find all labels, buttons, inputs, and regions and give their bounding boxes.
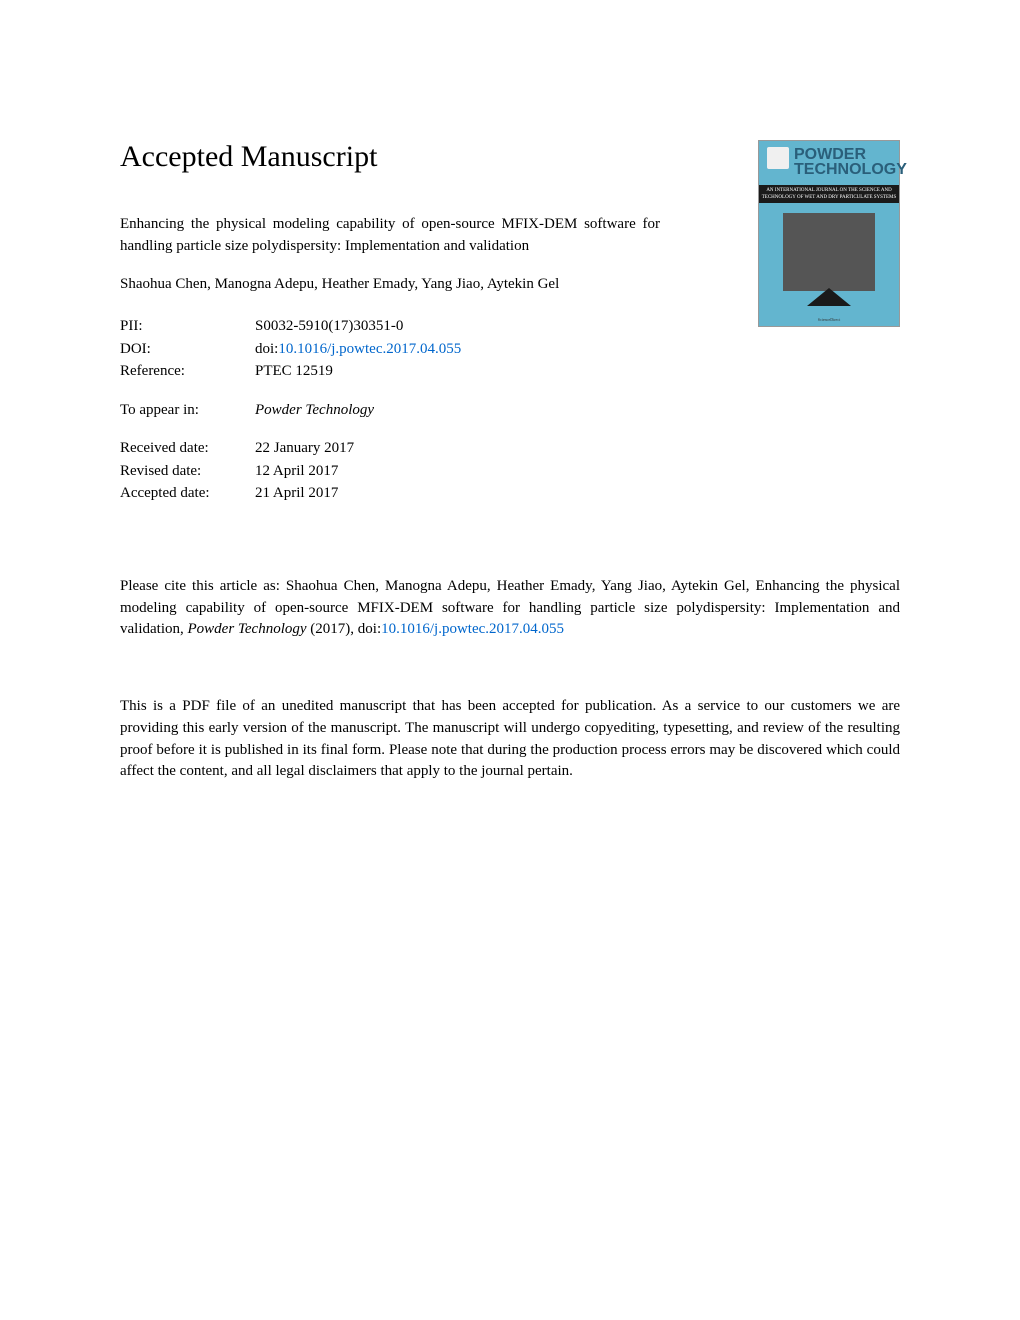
cover-image-placeholder [783,213,875,291]
cover-title-line2: TECHNOLOGY [794,161,907,178]
citation-journal: Powder Technology [188,621,307,637]
meta-row-revised: Revised date: 12 April 2017 [120,460,660,483]
meta-row-doi: DOI: doi:10.1016/j.powtec.2017.04.055 [120,338,660,361]
meta-value: PTEC 12519 [255,360,660,383]
appear-table: To appear in: Powder Technology [120,399,660,422]
page-title: Accepted Manuscript [120,140,660,174]
doi-prefix: doi: [255,341,278,357]
meta-row-received: Received date: 22 January 2017 [120,437,660,460]
meta-value: 21 April 2017 [255,482,660,505]
article-block: Enhancing the physical modeling capabili… [120,214,660,505]
journal-cover-title: POWDER TECHNOLOGY [794,147,907,177]
header-row: Accepted Manuscript Enhancing the physic… [120,140,900,521]
meta-label: Accepted date: [120,482,255,505]
disclaimer-text: This is a PDF file of an unedited manusc… [120,696,900,783]
dates-table: Received date: 22 January 2017 Revised d… [120,437,660,505]
page-container: Accepted Manuscript Enhancing the physic… [0,0,1020,843]
citation-block: Please cite this article as: Shaohua Che… [120,576,900,641]
meta-label: PII: [120,315,255,338]
citation-doi-link[interactable]: 10.1016/j.powtec.2017.04.055 [381,621,564,637]
meta-value: S0032-5910(17)30351-0 [255,315,660,338]
meta-label: Received date: [120,437,255,460]
meta-label: Reference: [120,360,255,383]
meta-value: 22 January 2017 [255,437,660,460]
cover-footer: ScienceDirect [759,317,899,322]
meta-value: 12 April 2017 [255,460,660,483]
metadata-table: PII: S0032-5910(17)30351-0 DOI: doi:10.1… [120,315,660,383]
cover-subtitle-bar: AN INTERNATIONAL JOURNAL ON THE SCIENCE … [759,185,899,203]
meta-label: To appear in: [120,399,255,422]
doi-link[interactable]: 10.1016/j.powtec.2017.04.055 [278,341,461,357]
meta-row-appear: To appear in: Powder Technology [120,399,660,422]
meta-label: DOI: [120,338,255,361]
cover-triangle-icon [807,288,851,306]
citation-year: (2017), doi: [307,621,382,637]
publisher-logo-icon [767,147,789,169]
meta-value: Powder Technology [255,399,660,422]
meta-row-reference: Reference: PTEC 12519 [120,360,660,383]
journal-cover-thumbnail: POWDER TECHNOLOGY AN INTERNATIONAL JOURN… [758,140,900,327]
meta-row-pii: PII: S0032-5910(17)30351-0 [120,315,660,338]
meta-value: doi:10.1016/j.powtec.2017.04.055 [255,338,660,361]
article-authors: Shaohua Chen, Manogna Adepu, Heather Ema… [120,274,660,296]
left-column: Accepted Manuscript Enhancing the physic… [120,140,660,521]
meta-label: Revised date: [120,460,255,483]
article-title: Enhancing the physical modeling capabili… [120,214,660,258]
meta-row-accepted: Accepted date: 21 April 2017 [120,482,660,505]
